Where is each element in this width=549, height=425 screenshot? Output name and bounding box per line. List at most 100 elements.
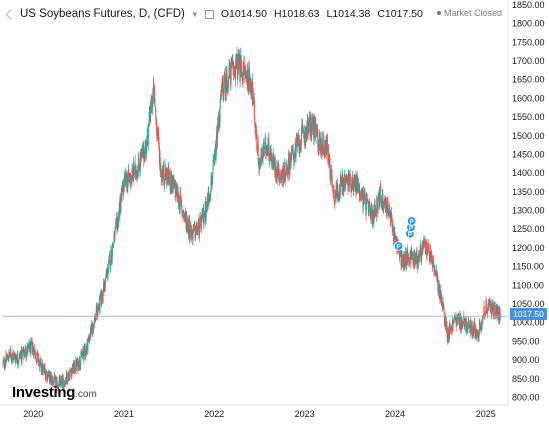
candle [146,147,148,159]
status-dot-icon [436,11,441,15]
candle [44,363,46,372]
candle [419,256,421,263]
candle [156,119,158,137]
chevron-down-icon[interactable]: ▼ [190,9,199,19]
candle [300,145,302,153]
y-tick-label: 1150.00 [512,262,544,272]
open-value: O1014.50 [220,8,267,20]
y-tick-label: 1500.00 [512,131,545,141]
x-tick-label: 2024 [385,409,405,419]
candle [262,152,264,165]
x-tick-label: 2020 [23,409,43,419]
candle [432,256,434,272]
square-icon[interactable] [204,9,214,19]
high-value: H1018.63 [273,8,320,20]
candle [146,135,148,147]
candle [359,189,361,202]
candle [168,176,170,185]
symbol-title[interactable]: US Soybeans Futures, D, (CFD) [20,8,185,20]
svg-text:P: P [408,231,413,238]
candle [112,241,114,256]
y-tick-label: 1050.00 [512,299,545,309]
event-marker[interactable]: P [406,216,417,226]
candle [133,173,135,178]
y-tick-label: 1550.00 [512,112,545,122]
candle [188,226,190,240]
candle [174,180,176,192]
candle [334,203,336,210]
candle [137,160,139,179]
y-tick-label: 800.00 [512,393,540,403]
chart-legend: US Soybeans Futures, D, (CFD) ▼ O1014.50… [5,7,427,21]
candle [269,152,271,165]
candle [499,308,501,321]
y-tick-label: 1750.00 [512,37,545,47]
candle [476,328,478,333]
candle [441,294,443,301]
candle [55,380,57,392]
candle [27,345,29,356]
candle [26,353,28,361]
candle [263,145,265,157]
collapse-chevron-icon[interactable] [5,9,16,19]
candle [138,152,140,167]
time-axis[interactable]: 2020 2021 2022 2023 2024 2025 [0,404,508,419]
candle [154,92,156,107]
candle [66,372,68,379]
candle [367,193,369,201]
svg-text:P: P [409,219,414,226]
candle [132,168,134,174]
candle [473,328,475,335]
candle [107,265,109,274]
candle [264,135,266,155]
candle [387,195,389,213]
y-tick-label: 1400.00 [512,168,545,178]
x-tick-label: 2021 [114,409,134,419]
candle [48,368,50,376]
y-tick-label: 1000.00 [512,318,545,328]
y-tick-label: 950.00 [512,336,540,346]
candle [327,133,329,147]
last-price-tag: 1017.50 [510,308,547,320]
y-tick-label: 1700.00 [512,56,545,66]
price-axis[interactable]: 800.00 850.00 900.00 950.00 1000.00 1050.00 11… [507,0,545,405]
candle [364,192,366,204]
y-tick-label: 1600.00 [512,93,545,103]
candle [205,211,207,224]
market-status-label: Market Closed [443,8,502,18]
low-value: L1014.38 [326,8,371,20]
candle [351,187,353,190]
svg-text:P: P [409,225,414,232]
candle [200,216,202,229]
candle [435,264,437,272]
svg-text:P: P [396,244,401,251]
y-tick-label: 1250.00 [512,224,545,234]
candle [430,244,432,266]
candle [189,215,191,245]
candle [236,54,238,69]
logo-suffix: .com [75,389,97,400]
investing-logo: Investing .com [12,384,97,401]
candle [225,84,227,102]
x-tick-label: 2025 [476,409,496,419]
candle [413,262,415,269]
candle [435,270,437,276]
candle [58,380,60,389]
event-marker[interactable]: P [393,241,404,251]
candle [34,352,36,359]
candle [277,167,279,179]
candle [372,205,374,224]
candle [228,74,230,82]
market-status: Market Closed [436,8,502,18]
candle [102,297,104,303]
candle [380,184,382,194]
y-tick-label: 1100.00 [512,280,544,290]
candle [370,208,372,211]
candle [74,369,76,373]
candle [361,192,363,202]
candle [105,278,107,285]
